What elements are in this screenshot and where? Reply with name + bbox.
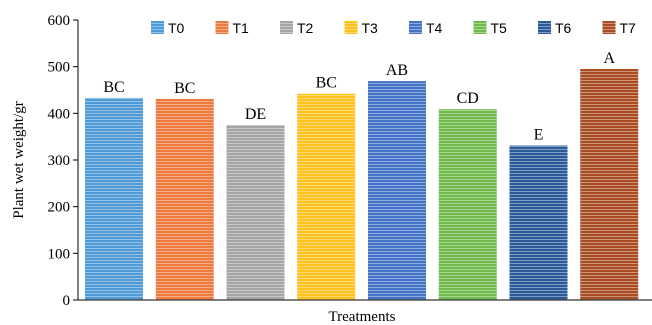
legend-swatch-t7 <box>602 21 616 34</box>
legend-swatch-t2 <box>280 21 293 34</box>
bar-t7 <box>580 69 639 300</box>
legend-label-t7: T7 <box>620 20 637 36</box>
legend-label-t4: T4 <box>426 20 443 36</box>
legend-label-t0: T0 <box>168 20 185 36</box>
bar-t4 <box>368 81 426 300</box>
bar-t0 <box>85 97 143 300</box>
significance-label-t3: BC <box>316 75 337 92</box>
significance-label-t1: BC <box>174 80 195 97</box>
bar-t3 <box>297 93 356 300</box>
significance-labels: BC BC DE BC AB CD E A <box>103 50 615 144</box>
significance-label-t7: A <box>603 50 615 67</box>
legend-swatch-t4 <box>409 21 422 34</box>
legend-swatch-t0 <box>151 21 164 34</box>
legend-swatch-t1 <box>215 21 229 34</box>
bar-series <box>85 69 639 300</box>
legend-swatch-t5 <box>473 21 487 34</box>
significance-label-t4: AB <box>386 62 408 79</box>
significance-label-t2: DE <box>245 106 266 123</box>
legend-swatch-t3 <box>344 21 358 34</box>
y-tick-label: 400 <box>48 106 71 122</box>
bar-t1 <box>155 98 214 300</box>
bar-t6 <box>509 145 568 300</box>
legend-label-t5: T5 <box>491 20 508 36</box>
bar-t2 <box>226 125 285 300</box>
y-tick-label: 200 <box>48 200 71 216</box>
significance-label-t0: BC <box>103 79 124 96</box>
y-axis: 0 100 200 300 400 500 600 <box>48 13 79 309</box>
legend-label-t1: T1 <box>233 20 250 36</box>
legend-label-t2: T2 <box>297 20 314 36</box>
significance-label-t5: CD <box>457 90 479 107</box>
y-tick-label: 600 <box>48 13 71 29</box>
y-axis-title: Plant wet weight/gr <box>11 101 27 218</box>
bar-t5 <box>438 109 497 300</box>
legend-swatch-t6 <box>538 21 551 34</box>
y-tick-label: 100 <box>48 246 71 262</box>
y-tick-label: 0 <box>63 293 71 309</box>
y-tick-label: 500 <box>48 60 71 76</box>
x-axis-title: Treatments <box>329 309 396 325</box>
significance-label-t6: E <box>534 127 544 144</box>
y-tick-label: 300 <box>48 153 71 169</box>
legend-label-t6: T6 <box>555 20 572 36</box>
legend-label-t3: T3 <box>362 20 379 36</box>
chart-legend: T0 T1 T2 T3 T4 T5 T6 T7 <box>151 20 636 36</box>
